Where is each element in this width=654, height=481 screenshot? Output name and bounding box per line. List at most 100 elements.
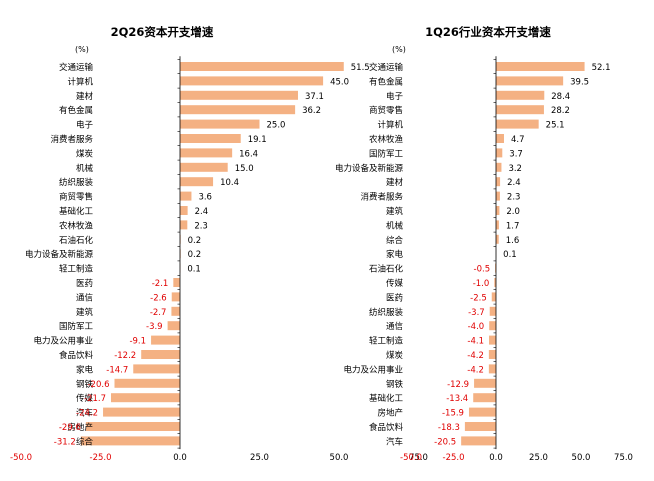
data-label: 2.4 xyxy=(195,207,209,217)
data-label: -21.7 xyxy=(84,394,106,404)
bar xyxy=(180,220,187,229)
data-label: 36.2 xyxy=(302,106,321,116)
category-label: 房地产 xyxy=(377,408,403,419)
bar xyxy=(496,220,499,229)
category-label: 轻工制造 xyxy=(369,336,404,347)
category-label: 交通运输 xyxy=(369,62,404,73)
bar xyxy=(133,364,180,373)
unit-label: (%) xyxy=(392,45,406,54)
bar xyxy=(496,134,504,143)
data-label: 52.1 xyxy=(592,63,611,73)
category-label: 综合 xyxy=(386,235,404,246)
bar xyxy=(489,364,496,373)
data-label: -2.5 xyxy=(470,293,487,303)
category-label: 医药 xyxy=(76,278,93,289)
data-label: 19.1 xyxy=(248,135,267,145)
bar xyxy=(180,62,344,71)
data-label: -4.1 xyxy=(467,337,484,347)
x-tick-label: 50.0 xyxy=(572,453,591,463)
bar xyxy=(496,105,544,114)
category-label: 石油石化 xyxy=(369,264,404,275)
data-label: 25.1 xyxy=(546,121,565,131)
data-label: -9.1 xyxy=(129,337,146,347)
bar xyxy=(180,206,188,215)
x-tick-label: 0.0 xyxy=(489,453,503,463)
bar xyxy=(172,292,180,301)
category-label: 计算机 xyxy=(67,76,93,87)
unit-label: (%) xyxy=(75,45,89,54)
category-label: 商贸零售 xyxy=(59,192,93,203)
data-label: -29.6 xyxy=(59,423,81,433)
x-tick-label: 25.0 xyxy=(250,453,269,463)
category-label: 综合 xyxy=(76,436,94,447)
x-tick-label: 75.0 xyxy=(614,453,633,463)
category-label: 纺织服装 xyxy=(369,307,404,318)
bar xyxy=(496,76,563,85)
bar xyxy=(180,76,323,85)
data-label: 1.7 xyxy=(506,221,520,231)
bar xyxy=(496,62,585,71)
data-label: 10.4 xyxy=(220,178,239,188)
x-tick-label: -50.0 xyxy=(10,453,32,463)
category-label: 电力设备及新能源 xyxy=(335,163,404,174)
data-label: -15.9 xyxy=(442,409,464,419)
data-label: -14.7 xyxy=(106,365,128,375)
bar xyxy=(180,105,295,114)
x-tick-label: 25.0 xyxy=(529,453,548,463)
bar xyxy=(496,177,500,186)
bar xyxy=(496,235,499,244)
bar xyxy=(469,408,496,417)
data-label: 16.4 xyxy=(239,149,258,159)
data-label: 3.2 xyxy=(508,164,522,174)
bar xyxy=(490,307,496,316)
data-label: -13.4 xyxy=(446,394,468,404)
category-label: 建筑 xyxy=(76,307,94,318)
bar xyxy=(489,336,496,345)
category-label: 食品饮料 xyxy=(59,350,94,361)
data-label: 4.7 xyxy=(511,135,525,145)
category-label: 电力及公用事业 xyxy=(33,336,93,347)
data-label: -2.1 xyxy=(152,279,169,289)
category-label: 汽车 xyxy=(386,436,403,447)
bar xyxy=(111,393,180,402)
category-label: 国防军工 xyxy=(369,148,404,159)
category-label: 石油石化 xyxy=(59,235,94,246)
bar xyxy=(180,163,228,172)
category-label: 农林牧渔 xyxy=(59,220,94,231)
data-label: 2.4 xyxy=(507,178,521,188)
data-label: -2.6 xyxy=(150,293,167,303)
bar xyxy=(180,192,191,201)
bar xyxy=(180,177,213,186)
data-label: -20.5 xyxy=(434,437,456,447)
bar xyxy=(103,408,180,417)
category-label: 电子 xyxy=(386,91,404,102)
data-label: 0.2 xyxy=(188,250,202,260)
data-label: 28.2 xyxy=(551,106,570,116)
data-label: 0.1 xyxy=(187,265,201,275)
bar xyxy=(180,120,260,129)
bar xyxy=(492,292,496,301)
category-label: 钢铁 xyxy=(386,379,404,390)
bar xyxy=(496,91,544,100)
data-label: 39.5 xyxy=(570,77,589,87)
category-label: 计算机 xyxy=(377,120,403,131)
data-label: -12.2 xyxy=(114,351,136,361)
category-label: 基础化工 xyxy=(59,206,94,217)
data-label: -20.6 xyxy=(87,380,109,390)
bar xyxy=(171,307,180,316)
bar xyxy=(473,393,496,402)
bar xyxy=(141,350,180,359)
data-label: 15.0 xyxy=(235,164,254,174)
bar xyxy=(151,336,180,345)
data-label: 45.0 xyxy=(330,77,349,87)
bar xyxy=(180,91,298,100)
category-label: 煤炭 xyxy=(386,350,404,361)
category-label: 基础化工 xyxy=(369,393,404,404)
data-label: -3.9 xyxy=(146,322,163,332)
bar xyxy=(173,278,180,287)
category-label: 交通运输 xyxy=(59,62,94,73)
chart-title: 2Q26资本开支增速 xyxy=(111,25,214,39)
x-tick-label: 0.0 xyxy=(173,453,187,463)
